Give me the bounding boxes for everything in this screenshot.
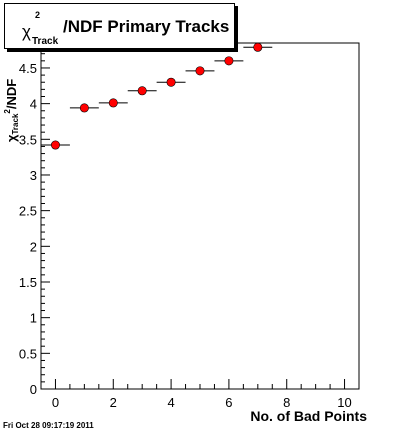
title-chi-symbol: χ: [22, 22, 31, 41]
data-point: [50, 140, 60, 150]
y-axis-label-wrap: χTrack2/NDF: [2, 50, 28, 150]
y-tick-label: 0: [30, 382, 37, 397]
y-axis-label: χTrack2/NDF: [3, 79, 20, 142]
y-tick-label: 1.5: [19, 275, 37, 290]
x-tick-label: 6: [225, 395, 232, 410]
y-tick-label: 2: [30, 239, 37, 254]
timestamp: Fri Oct 28 09:17:19 2011: [3, 421, 94, 430]
data-point: [253, 42, 263, 52]
title-subscript: Track: [32, 36, 59, 47]
y-tick-label: 4.5: [19, 61, 37, 76]
title-box: χ 2 Track /NDF Primary Tracks: [4, 3, 235, 49]
data-point: [224, 56, 234, 66]
y-tick-label: 4: [30, 97, 37, 112]
y-tick-label: 0.5: [19, 346, 37, 361]
plot-frame: [40, 42, 360, 390]
y-label-subscript: Track: [11, 113, 20, 135]
y-label-superscript: 2: [3, 109, 12, 114]
data-point: [137, 86, 147, 96]
y-tick-label: 1: [30, 311, 37, 326]
data-point: [108, 98, 118, 108]
y-label-chi-symbol: χ: [4, 134, 19, 142]
y-tick-label: 3.5: [19, 132, 37, 147]
x-tick-label: 4: [167, 395, 174, 410]
x-tick-label: 8: [283, 395, 290, 410]
title-superscript: 2: [35, 10, 41, 20]
y-tick-label: 3: [30, 168, 37, 183]
x-tick-label: 10: [337, 395, 351, 410]
chart-title: /NDF Primary Tracks: [63, 17, 230, 36]
data-point: [166, 77, 176, 87]
data-point: [79, 103, 89, 113]
y-tick-label: 2.5: [19, 204, 37, 219]
y-label-text: /NDF: [4, 78, 19, 110]
x-tick-label: 2: [110, 395, 117, 410]
x-tick-label: 0: [52, 395, 59, 410]
data-point: [195, 66, 205, 76]
x-axis-label: No. of Bad Points: [250, 408, 367, 424]
